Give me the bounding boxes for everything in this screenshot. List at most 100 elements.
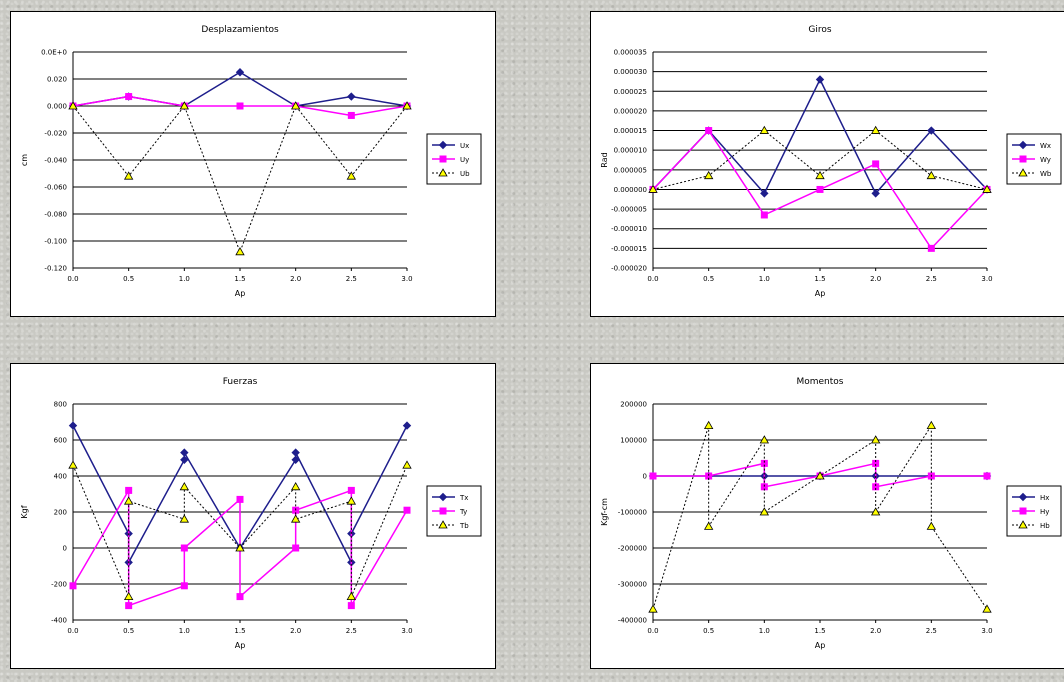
series-line: [72, 71, 408, 107]
y-tick-label: 800: [54, 401, 67, 409]
data-point: [179, 514, 190, 523]
x-tick-label: 2.0: [870, 627, 881, 635]
chart-svg: Giros 0.000035 0.000030 0.000025 0.000020 0.0…: [600, 25, 1062, 298]
data-point: [703, 521, 714, 530]
legend-label: Tb: [459, 522, 469, 530]
data-point: [815, 75, 825, 84]
data-point: [871, 189, 880, 198]
x-tick-label: 2.0: [870, 275, 881, 283]
legend: Hx Hy Hb: [1006, 485, 1062, 537]
y-tick-label: 400: [54, 473, 67, 481]
chart-giros: Giros 0.000035 0.000030 0.000025 0.000020 0.0…: [590, 11, 1064, 317]
y-tick-label: 100000: [620, 437, 647, 445]
data-point: [870, 125, 881, 134]
data-point: [648, 604, 658, 613]
y-tick-label: 0.000020: [614, 107, 647, 115]
legend-marker: [1018, 520, 1028, 529]
series-hb: [648, 420, 992, 613]
y-tick-label: -200: [51, 581, 67, 589]
y-tick-label: -0.100: [44, 238, 67, 246]
series-line: [652, 423, 988, 610]
data-point: [235, 543, 245, 552]
data-point: [235, 246, 245, 256]
data-point: [703, 170, 714, 180]
x-tick-label: 2.5: [926, 627, 937, 635]
legend-marker: [1018, 492, 1028, 502]
data-point: [236, 593, 244, 601]
legend-marker: [438, 168, 448, 177]
data-point: [870, 507, 881, 516]
y-tick-label: 200: [54, 509, 67, 517]
data-point: [927, 126, 936, 135]
legend: Wx Wy Wb: [1006, 133, 1062, 185]
data-point: [179, 101, 190, 110]
series-line: [652, 129, 988, 190]
legend-marker: [438, 140, 448, 150]
data-point: [983, 472, 991, 480]
x-tick-label: 0.5: [123, 275, 134, 283]
series-tb: [68, 460, 412, 601]
chart-momentos: Momentos 200000 100000 0 -100000 -200000 -3000…: [590, 363, 1064, 669]
data-point: [402, 101, 412, 110]
y-axis-title: Kgf: [20, 505, 29, 518]
legend-marker: [439, 507, 447, 515]
y-tick-label: -400: [51, 617, 67, 625]
data-point: [870, 435, 881, 444]
y-tick-label: 0.020: [47, 76, 67, 84]
chart-svg: Desplazamientos 0.0E+0 0.020 0.000 -0.020 -0.…: [20, 25, 482, 298]
legend-marker: [1019, 155, 1027, 163]
legend-marker: [1019, 507, 1027, 515]
data-point: [179, 481, 190, 491]
data-point: [291, 455, 300, 465]
legend-label: Ty: [459, 508, 467, 516]
y-tick-label: 0: [63, 545, 67, 553]
y-tick-label: -0.000020: [611, 265, 647, 273]
y-tick-label: -300000: [618, 581, 647, 589]
legend-marker: [438, 520, 448, 529]
x-tick-label: 1.5: [814, 627, 825, 635]
data-point: [648, 184, 658, 193]
y-tick-label: 0.000030: [614, 68, 647, 76]
data-point: [982, 184, 992, 193]
data-point: [236, 495, 244, 503]
y-tick-label: -0.000005: [611, 206, 647, 214]
data-point: [403, 506, 411, 514]
y-tick-label: -0.000010: [611, 225, 647, 233]
data-point: [760, 189, 769, 198]
x-tick-label: 0.5: [703, 627, 714, 635]
legend-marker: [1018, 140, 1028, 150]
y-tick-label: 0.000: [47, 103, 67, 111]
data-point: [68, 421, 78, 430]
x-tick-label: 1.0: [179, 627, 190, 635]
data-point: [703, 420, 714, 429]
x-tick-label: 3.0: [401, 275, 412, 283]
y-tick-label: -0.080: [44, 211, 67, 219]
series-ub: [68, 101, 412, 256]
series-wb: [648, 125, 992, 193]
data-point: [125, 486, 133, 494]
x-tick-label: 0.0: [647, 627, 658, 635]
legend-label: Hx: [1040, 494, 1049, 502]
data-point: [705, 127, 713, 135]
data-point: [180, 455, 189, 465]
x-tick-label: 3.0: [981, 627, 992, 635]
data-point: [346, 171, 357, 180]
series-line: [72, 105, 408, 254]
chart-title: Momentos: [796, 377, 843, 387]
data-point: [927, 244, 935, 252]
x-tick-label: 3.0: [981, 275, 992, 283]
legend-marker: [1018, 168, 1028, 177]
x-tick-label: 1.5: [234, 627, 245, 635]
chart-fuerzas: Fuerzas 800 600 400 200 0 -200 -400 0.0 0.5 1.0 1.5…: [10, 363, 496, 669]
x-axis-title: Ap: [235, 641, 246, 650]
chart-svg: Momentos 200000 100000 0 -100000 -200000 -3000…: [600, 377, 1062, 650]
data-point: [68, 101, 78, 110]
y-tick-label: -0.000015: [611, 245, 647, 253]
legend-label: Ub: [460, 170, 470, 178]
data-point: [346, 496, 357, 505]
data-point: [180, 544, 188, 552]
x-tick-label: 1.5: [814, 275, 825, 283]
x-tick-label: 1.0: [179, 275, 190, 283]
y-tick-label: -0.040: [44, 157, 67, 165]
data-point: [68, 460, 78, 469]
